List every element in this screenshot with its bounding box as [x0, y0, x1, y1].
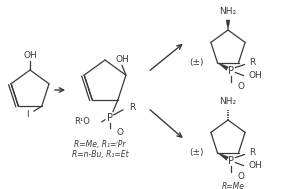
Text: P: P: [228, 66, 234, 76]
Text: O: O: [237, 82, 244, 91]
Text: O: O: [117, 128, 124, 137]
Text: I: I: [26, 110, 29, 119]
Polygon shape: [218, 63, 228, 70]
Text: P: P: [107, 113, 113, 123]
Text: R=Me
R=n-Bu: R=Me R=n-Bu: [218, 182, 248, 189]
Text: R: R: [249, 58, 256, 67]
Text: (±): (±): [189, 147, 203, 156]
Text: OH: OH: [23, 50, 37, 60]
Text: R: R: [129, 103, 135, 112]
Text: OH: OH: [115, 55, 129, 64]
Polygon shape: [218, 153, 228, 160]
Text: NH₂: NH₂: [219, 8, 237, 16]
Text: R¹O: R¹O: [74, 117, 90, 126]
Text: OH: OH: [248, 71, 262, 80]
Text: OH: OH: [248, 161, 262, 170]
Text: (±): (±): [189, 57, 203, 67]
Polygon shape: [226, 20, 230, 30]
Text: R=Me, R₁=ⁱPr
R=n-Bu, R₁=Et: R=Me, R₁=ⁱPr R=n-Bu, R₁=Et: [72, 140, 128, 159]
Text: P: P: [228, 156, 234, 166]
Text: NH₂: NH₂: [219, 98, 237, 106]
Text: R: R: [249, 148, 256, 157]
Text: O: O: [237, 172, 244, 181]
